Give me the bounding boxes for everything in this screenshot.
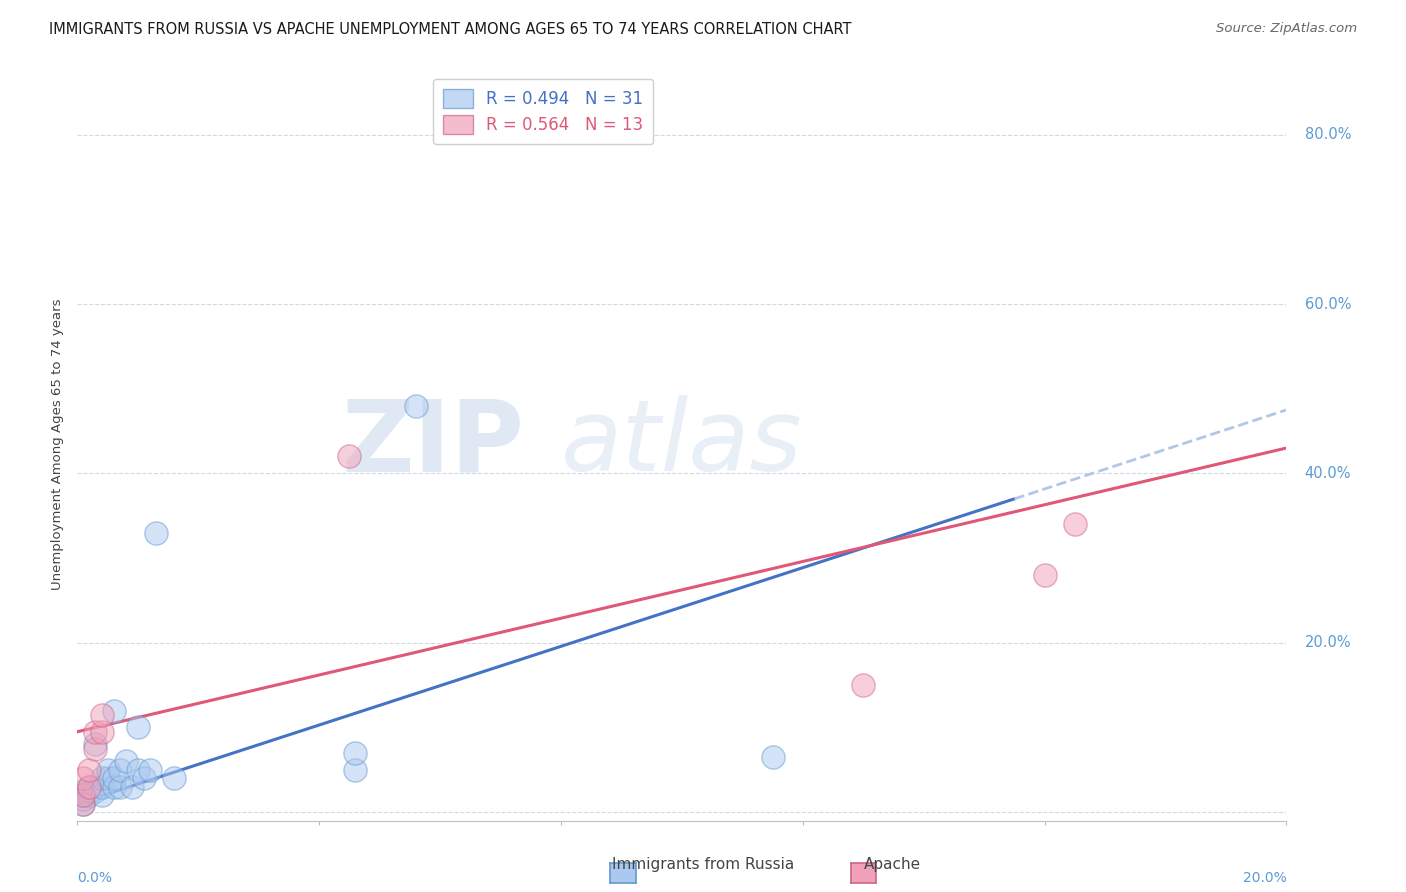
Point (90, 780, 112, 794)
Point (103, 780, 125, 794)
Point (84, 741, 107, 756)
Point (72, 789, 94, 803)
Point (90, 772, 112, 786)
Text: Source: ZipAtlas.com: Source: ZipAtlas.com (1216, 22, 1357, 36)
Point (84, 724, 107, 739)
Point (72, 789, 94, 803)
Text: 80.0%: 80.0% (1305, 128, 1351, 142)
Point (72, 792, 94, 806)
Point (1064, 517, 1087, 532)
Point (762, 750, 785, 764)
Point (1033, 568, 1056, 582)
Text: atlas: atlas (561, 395, 803, 492)
Point (344, 746, 367, 760)
Point (79, 780, 101, 794)
Point (96, 772, 118, 786)
Point (79, 780, 101, 794)
Point (79, 784, 101, 798)
Point (103, 704, 125, 718)
Point (79, 763, 101, 777)
Point (337, 450, 360, 464)
Point (127, 763, 149, 777)
Text: IMMIGRANTS FROM RUSSIA VS APACHE UNEMPLOYMENT AMONG AGES 65 TO 74 YEARS CORRELAT: IMMIGRANTS FROM RUSSIA VS APACHE UNEMPLO… (49, 22, 852, 37)
Text: ZIP: ZIP (342, 395, 524, 492)
Point (108, 780, 131, 794)
Text: 0.0%: 0.0% (77, 871, 112, 886)
Point (163, 772, 186, 786)
Point (84, 738, 107, 752)
Y-axis label: Unemployment Among Ages 65 to 74 years: Unemployment Among Ages 65 to 74 years (51, 298, 65, 590)
Point (72, 797, 94, 811)
Point (90, 789, 112, 803)
Point (103, 772, 125, 786)
Point (72, 772, 94, 786)
Point (344, 763, 367, 777)
Text: 20.0%: 20.0% (1243, 871, 1286, 886)
Legend: R = 0.494   N = 31, R = 0.564   N = 13: R = 0.494 N = 31, R = 0.564 N = 13 (433, 79, 652, 145)
Point (114, 755, 136, 769)
Point (84, 784, 107, 798)
Text: 20.0%: 20.0% (1305, 635, 1351, 650)
Text: Apache: Apache (865, 857, 921, 872)
Text: Immigrants from Russia: Immigrants from Russia (612, 857, 794, 872)
Point (96, 763, 118, 777)
Point (108, 763, 131, 777)
Point (72, 784, 94, 798)
Point (72, 797, 94, 811)
Point (132, 772, 155, 786)
Text: 40.0%: 40.0% (1305, 466, 1351, 481)
Point (90, 724, 112, 739)
Point (90, 707, 112, 722)
Point (79, 789, 101, 803)
Point (139, 763, 162, 777)
Point (121, 780, 143, 794)
Point (145, 525, 167, 540)
Point (127, 721, 149, 735)
Point (405, 399, 427, 413)
Point (852, 678, 875, 692)
Text: 60.0%: 60.0% (1305, 296, 1351, 311)
